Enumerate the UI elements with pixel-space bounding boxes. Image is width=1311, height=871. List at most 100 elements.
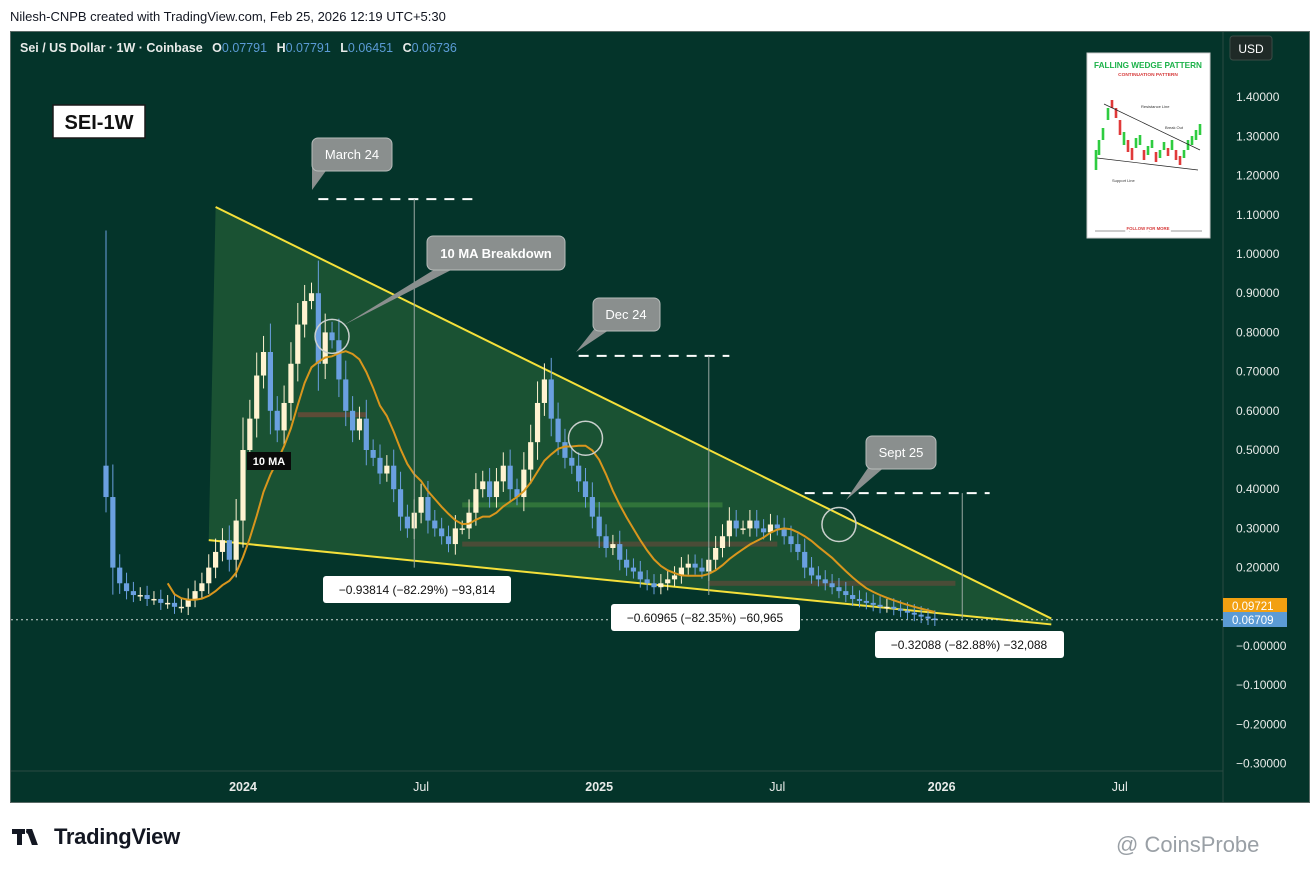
candle-body (630, 567, 637, 572)
candle-body (493, 481, 500, 498)
attribution-text: Nilesh-CNPB created with TradingView.com… (10, 9, 446, 24)
callout-dec-text: Dec 24 (605, 307, 646, 322)
inset-support-line (1096, 157, 1199, 171)
candle-body (815, 575, 821, 580)
candle-body (123, 583, 130, 592)
inset-candle (1162, 142, 1166, 150)
ma-label-box: 10 MA (247, 452, 291, 470)
inset-candle (1130, 148, 1134, 160)
tradingview-logo[interactable]: TradingView (12, 823, 180, 851)
candle-body (733, 520, 739, 529)
x-tick-label: Jul (769, 780, 785, 794)
candle-body (322, 332, 328, 364)
y-tick-label: 1.00000 (1236, 247, 1280, 261)
inset-candle (1150, 140, 1154, 148)
x-tick-label: 2025 (585, 780, 613, 794)
candle-body (884, 606, 890, 609)
candle-body (473, 489, 479, 513)
inset-candle (1142, 150, 1146, 160)
inset-candle (1101, 128, 1105, 140)
candle-body (226, 540, 232, 560)
candle-body (219, 540, 226, 552)
currency-button[interactable]: USD (1229, 35, 1273, 61)
candle-body (644, 579, 650, 584)
candle-body (103, 465, 109, 498)
ticker-label: SEI-1W (65, 112, 134, 134)
currency-label: USD (1238, 42, 1264, 56)
inset-candle (1097, 140, 1101, 155)
legend-h-label: H (277, 41, 286, 55)
x-tick-label: Jul (413, 780, 429, 794)
coinsprobe-watermark: @ CoinsProbe (1116, 832, 1260, 857)
y-tick-label: 0.40000 (1236, 482, 1280, 496)
last-price-text: 0.06709 (1232, 615, 1274, 627)
candle-body (130, 591, 136, 596)
candle-body (240, 450, 246, 521)
x-tick-label: 2024 (229, 780, 257, 794)
candle-body (480, 481, 486, 490)
candle-body (719, 536, 726, 548)
candle-body (295, 324, 301, 364)
candle-body (213, 551, 219, 568)
candle-body (329, 332, 335, 341)
y-tick-label: 0.70000 (1236, 365, 1280, 379)
y-tick-label: 0.20000 (1236, 561, 1280, 575)
candle-body (391, 465, 397, 490)
candle-body (870, 602, 876, 605)
candle-body (178, 606, 184, 609)
candle-body (432, 520, 438, 529)
candle-body (747, 520, 753, 529)
candle-body (185, 598, 191, 607)
callout-sept-text: Sept 25 (879, 445, 924, 460)
zone-band (297, 412, 367, 418)
y-tick-label: −0.00000 (1236, 639, 1287, 653)
inset-candle (1138, 135, 1142, 145)
candle-body (370, 450, 376, 458)
candle-body (384, 465, 390, 474)
y-tick-label: 1.20000 (1236, 169, 1280, 183)
candle-body (356, 418, 363, 431)
y-tick-label: 1.30000 (1236, 129, 1280, 143)
y-tick-label: 0.90000 (1236, 286, 1280, 300)
tradingview-logo-icon (12, 827, 46, 847)
candle-body (260, 352, 267, 376)
candle-body (754, 520, 760, 529)
support-line (208, 539, 1052, 626)
tradingview-brand: TradingView (54, 824, 180, 849)
callout-breakdown-text: 10 MA Breakdown (440, 246, 552, 261)
candle-body (596, 516, 602, 537)
measure-box-3: −0.32088 (−82.88%) −32,088 (875, 631, 1064, 658)
inset-resistance: Resistance Line (1141, 104, 1170, 109)
candle-body (165, 602, 171, 605)
measure-2-text: −0.60965 (−82.35%) −60,965 (627, 611, 784, 625)
legend-symbol: Sei / US Dollar · 1W · Coinbase (20, 41, 203, 55)
candle-body (610, 544, 616, 548)
ma-price-text: 0.09721 (1232, 601, 1274, 613)
candle-body (137, 595, 143, 597)
candle-body (740, 528, 746, 530)
inset-support: Support Line (1112, 178, 1135, 183)
candle-body (925, 616, 931, 619)
candle-body (397, 489, 404, 517)
inset-candle (1146, 146, 1150, 155)
inset-candle (1166, 148, 1170, 156)
x-tick-label: Jul (1112, 780, 1128, 794)
price-chart[interactable]: 1.40000 1.30000 1.20000 1.10000 1.00000 0.900… (0, 0, 1311, 803)
candle-body (418, 497, 424, 513)
candle-body (767, 524, 774, 533)
legend-l-value: 0.06451 (348, 41, 393, 55)
candle-body (199, 583, 205, 592)
candle-body (254, 375, 260, 419)
inset-subtitle: CONTINUATION PATTERN (1118, 72, 1178, 78)
candle-body (452, 528, 458, 545)
callout-march-text: March 24 (325, 147, 379, 162)
legend-o-label: O (212, 41, 222, 55)
last-price-tag: 0.06709 (1223, 612, 1287, 627)
y-tick-label: −0.30000 (1236, 757, 1287, 771)
falling-wedge (208, 206, 1052, 626)
candle-body (802, 551, 808, 568)
candle-body (562, 442, 568, 458)
chart-legend: Sei / US Dollar · 1W · Coinbase O0.07791… (20, 41, 457, 55)
candle-body (761, 528, 767, 533)
legend-o-value: 0.07791 (222, 41, 267, 55)
